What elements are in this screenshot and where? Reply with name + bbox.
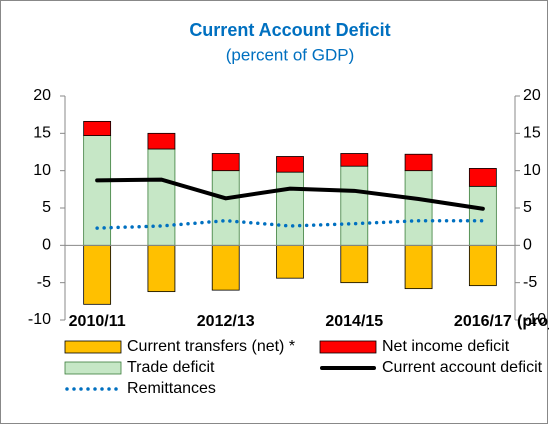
bar xyxy=(211,244,240,291)
legend-label: Trade deficit xyxy=(127,359,215,376)
y2-tick-label: 0 xyxy=(523,237,532,254)
legend-label: Current account deficit xyxy=(382,359,543,376)
bar xyxy=(340,244,369,284)
legend-label: Current transfers (net) * xyxy=(127,338,295,355)
bar xyxy=(468,168,497,187)
legend-swatch xyxy=(319,340,377,354)
bar xyxy=(468,185,497,246)
y2-tick-label: 10 xyxy=(523,162,541,179)
y-tick-label: 20 xyxy=(33,87,51,104)
bar xyxy=(83,244,112,305)
y-tick-label: 10 xyxy=(33,162,51,179)
legend-swatch xyxy=(64,361,122,375)
bar xyxy=(276,171,304,246)
bar xyxy=(147,148,176,246)
bar xyxy=(340,165,369,246)
bar xyxy=(211,170,240,246)
y-tick-label: 5 xyxy=(42,199,51,216)
legend-swatch xyxy=(64,340,122,354)
y-tick-label: -10 xyxy=(28,311,51,328)
bar xyxy=(404,244,433,290)
y2-tick-label: 5 xyxy=(523,199,532,216)
bar xyxy=(147,244,176,293)
x-tick-label: 2014/15 xyxy=(325,313,383,330)
y-tick-label: 0 xyxy=(42,237,51,254)
dotted-line xyxy=(95,218,485,230)
chart-subtitle: (percent of GDP) xyxy=(226,45,355,64)
y-tick-label: -5 xyxy=(37,274,51,291)
bar xyxy=(211,153,240,172)
bar xyxy=(276,244,304,279)
y2-tick-label: -5 xyxy=(523,274,537,291)
line xyxy=(95,177,485,211)
legend-label: Net income deficit xyxy=(382,338,510,355)
bar xyxy=(468,244,497,287)
bar xyxy=(404,170,433,246)
chart-title: Current Account Deficit xyxy=(189,20,390,40)
bar xyxy=(404,153,433,172)
x-tick-label: 2010/11 xyxy=(69,313,126,330)
legend-label: Remittances xyxy=(127,380,216,397)
bar xyxy=(340,153,369,167)
y2-tick-label: -10 xyxy=(523,311,546,328)
bar xyxy=(276,156,304,173)
y2-tick-label: 20 xyxy=(523,87,541,104)
x-tick-label: 2012/13 xyxy=(197,313,255,330)
bar xyxy=(83,120,112,136)
bar xyxy=(147,132,176,150)
x-tick-label: 2016/17 xyxy=(454,313,512,330)
y-tick-label: 15 xyxy=(33,125,51,142)
annotation: (proj) xyxy=(517,313,549,330)
y2-tick-label: 15 xyxy=(523,125,541,142)
